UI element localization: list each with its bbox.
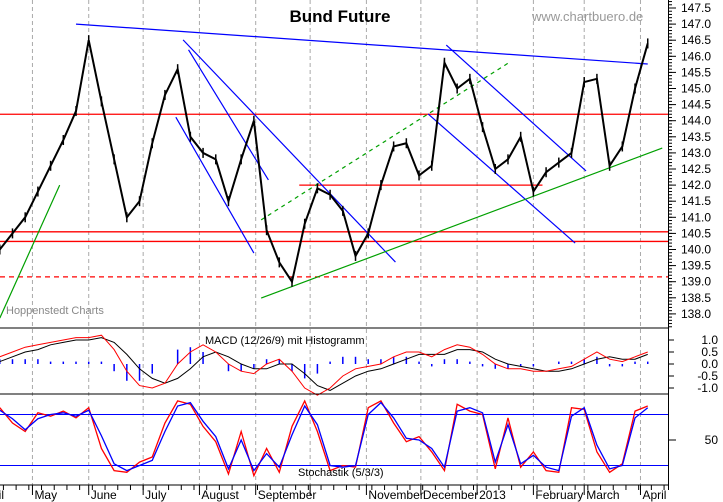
- trend-lines: [0, 23, 663, 319]
- price-tick-label: 139.5: [681, 259, 711, 273]
- macd-panel: [0, 334, 649, 396]
- stochastic-label: Stochastik (5/3/3): [298, 467, 384, 479]
- price-tick-label: 143.5: [681, 130, 711, 144]
- price-tick-label: 143.0: [681, 146, 711, 160]
- month-label: April: [642, 488, 666, 502]
- horizontal-lines: [0, 113, 668, 278]
- month-label: May: [34, 488, 57, 502]
- macd-signal-line: [0, 337, 648, 391]
- macd-line: [0, 334, 648, 396]
- month-label: November: [368, 488, 423, 502]
- price-line: [0, 39, 649, 285]
- month-label: August: [201, 488, 239, 502]
- price-tick-label: 141.0: [681, 210, 711, 224]
- price-tick-label: 140.0: [681, 243, 711, 257]
- trend-line: [175, 116, 255, 254]
- stoch-k-line: [0, 399, 648, 478]
- macd-tick-label: 0.0: [701, 357, 718, 371]
- watermark: www.chartbuero.de: [531, 9, 643, 24]
- price-tick-label: 138.0: [681, 307, 711, 321]
- price-tick-label: 144.0: [681, 114, 711, 128]
- price-tick-label: 138.5: [681, 291, 711, 305]
- price-tick-label: 147.5: [681, 1, 711, 15]
- price-tick-label: 146.5: [681, 33, 711, 47]
- trend-line: [260, 147, 663, 299]
- macd-tick-label: 0.5: [701, 345, 718, 359]
- price-tick-label: 145.0: [681, 82, 711, 96]
- month-label: March: [586, 488, 619, 502]
- stochastic-panel: [0, 399, 668, 478]
- stoch-d-line: [0, 401, 649, 472]
- stoch-tick-label: 50: [705, 433, 719, 447]
- trend-line: [0, 184, 61, 319]
- price-tick-label: 139.0: [681, 275, 711, 289]
- trend-line: [182, 39, 396, 263]
- trend-line: [75, 23, 648, 65]
- month-label: 2013: [479, 488, 506, 502]
- month-label: July: [145, 488, 166, 502]
- price-tick-label: 147.0: [681, 17, 711, 31]
- macd-tick-label: -1.0: [697, 381, 718, 395]
- macd-tick-label: 1.0: [701, 333, 718, 347]
- price-tick-label: 146.0: [681, 49, 711, 63]
- macd-tick-label: -0.5: [697, 369, 718, 383]
- price-tick-label: 142.5: [681, 162, 711, 176]
- price-tick-label: 140.5: [681, 226, 711, 240]
- price-tick-label: 145.5: [681, 65, 711, 79]
- trend-line: [445, 44, 587, 172]
- trend-line: [188, 49, 269, 181]
- source-label: Hoppenstedt Charts: [6, 305, 104, 317]
- macd-label: MACD (12/26/9) mit Histogramm: [205, 335, 365, 347]
- price-tick-label: 141.5: [681, 194, 711, 208]
- chart-title: Bund Future: [289, 7, 390, 26]
- price-series: [0, 35, 649, 287]
- month-label: December: [423, 488, 478, 502]
- price-tick-label: 142.0: [681, 178, 711, 192]
- month-label: April: [0, 488, 4, 502]
- month-label: February: [535, 488, 583, 502]
- trend-line: [260, 61, 511, 221]
- month-label: September: [258, 488, 317, 502]
- month-label: June: [91, 488, 117, 502]
- trend-line: [427, 113, 576, 244]
- price-tick-label: 144.5: [681, 98, 711, 112]
